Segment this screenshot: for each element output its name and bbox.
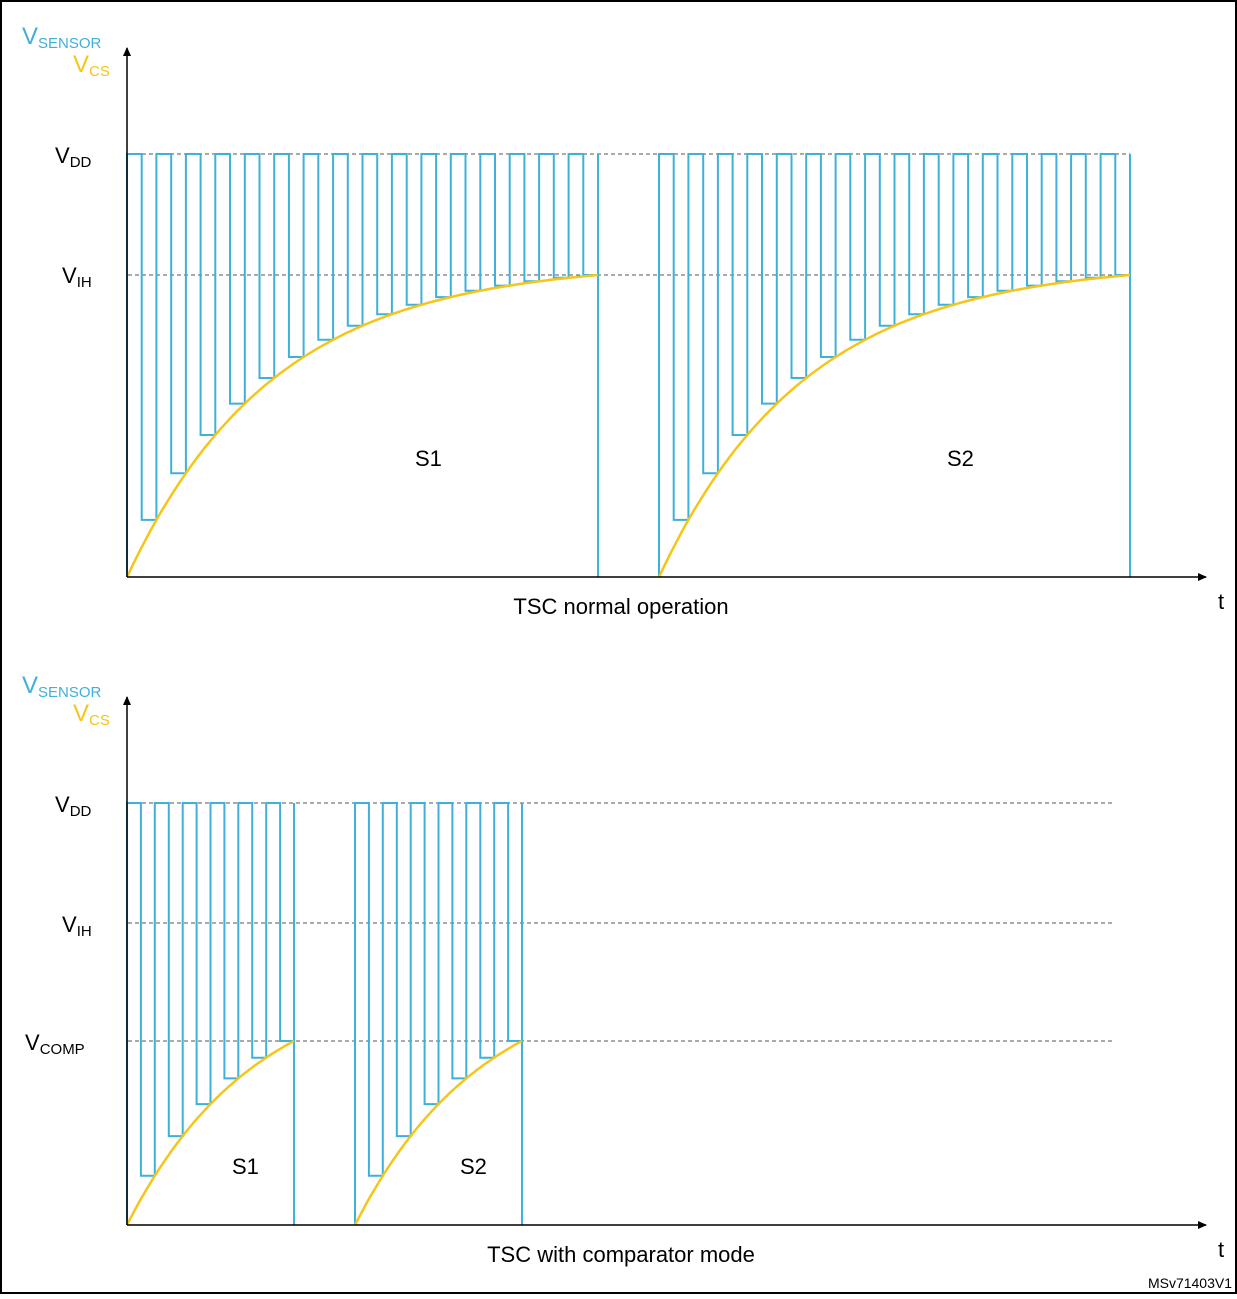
figure-id: MSv71403V1 [1148, 1275, 1232, 1291]
segment-s2-cs-curve [353, 1039, 523, 1226]
segment-s1-cs-curve [125, 273, 599, 578]
panel-caption: TSC normal operation [513, 594, 728, 619]
y-axis-label-cs: VCS [73, 51, 110, 80]
segment-s1-cs-curve [125, 1039, 295, 1226]
segment-s1-sensor-waveform [126, 802, 295, 1225]
segment-label-s1: S1 [415, 446, 442, 471]
y-axis-label-sensor: VSENSOR [22, 672, 102, 701]
waveforms-normal [125, 153, 1131, 578]
panel-comparator-mode: VSENSOR VCS VDD VIH VCOMP t S1 S2 TSC wi… [22, 672, 1224, 1267]
panel-normal-operation: VSENSOR VCS VDD VIH t S1 S2 TSC normal o… [22, 23, 1224, 619]
segment-s2-sensor-waveform [354, 802, 523, 1225]
waveforms-comparator [125, 802, 523, 1226]
level-label-vih: VIH [62, 263, 92, 291]
segment-s2-cs-curve [657, 273, 1131, 578]
level-label-vdd: VDD [55, 792, 92, 820]
level-label-vdd: VDD [55, 143, 92, 171]
x-axis-label: t [1218, 589, 1224, 614]
level-label-vih: VIH [62, 912, 92, 940]
y-axis-label-sensor: VSENSOR [22, 23, 102, 52]
segment-s1-sensor-waveform [126, 153, 599, 577]
segment-s2-sensor-waveform [658, 153, 1131, 577]
x-axis-label: t [1218, 1237, 1224, 1262]
segment-label-s2: S2 [947, 446, 974, 471]
segment-label-s2: S2 [460, 1154, 487, 1179]
y-axis-label-cs: VCS [73, 700, 110, 729]
segment-label-s1: S1 [232, 1154, 259, 1179]
panel-caption: TSC with comparator mode [487, 1242, 755, 1267]
level-label-vcomp: VCOMP [25, 1030, 85, 1058]
